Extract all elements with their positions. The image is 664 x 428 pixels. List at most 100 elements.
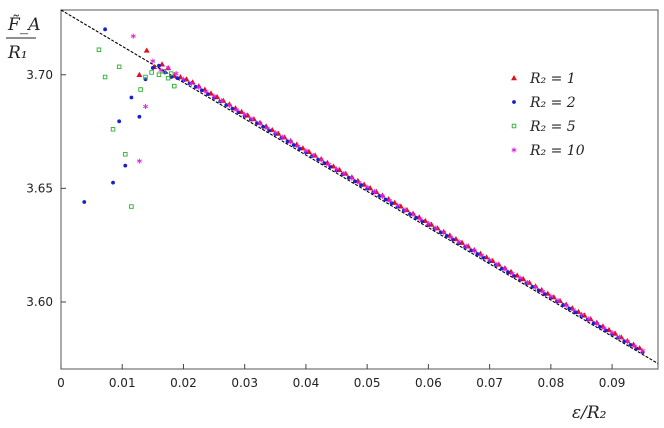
data-point	[450, 237, 455, 242]
data-point	[129, 95, 134, 100]
data-point	[136, 158, 142, 164]
data-point	[387, 198, 393, 204]
data-point	[280, 134, 286, 140]
legend-marker	[511, 123, 517, 129]
data-point	[96, 47, 102, 53]
data-point	[272, 130, 278, 136]
data-point	[150, 66, 155, 70]
data-point	[188, 80, 194, 86]
data-point	[129, 204, 134, 209]
data-point	[563, 302, 569, 308]
data-point	[597, 324, 602, 329]
data-point	[163, 70, 167, 75]
data-point	[143, 103, 148, 110]
x-tick-label: 0.04	[293, 376, 320, 390]
legend-item: R₂ = 5	[511, 119, 576, 135]
legend-label: R₂ = 2	[529, 95, 576, 111]
data-point	[402, 207, 408, 213]
data-point	[143, 47, 150, 53]
data-point	[150, 58, 156, 64]
data-point	[261, 124, 265, 129]
x-tick-label: 0.03	[231, 376, 258, 390]
data-point	[297, 146, 302, 151]
data-point	[116, 64, 122, 70]
data-point	[341, 170, 347, 177]
y-axis-label-numerator: F̃_A	[7, 15, 41, 35]
legend-item: R₂ = 2	[512, 95, 576, 111]
data-point	[165, 65, 171, 71]
data-point	[506, 270, 510, 275]
fit-line	[60, 9, 659, 365]
legend-label: R₂ = 5	[529, 119, 576, 135]
legend-marker	[511, 147, 517, 153]
data-point	[211, 93, 217, 99]
data-point	[640, 348, 646, 354]
data-point	[542, 292, 547, 296]
data-point	[149, 70, 154, 75]
data-point	[441, 230, 447, 236]
data-point	[533, 284, 539, 290]
data-point	[322, 161, 327, 166]
data-point	[137, 114, 142, 119]
data-point	[425, 220, 431, 227]
data-point	[628, 343, 633, 347]
data-point	[502, 266, 508, 272]
data-point	[433, 225, 439, 231]
data-point	[509, 270, 515, 277]
data-point	[326, 161, 332, 168]
data-point	[143, 74, 148, 80]
data-point	[487, 257, 493, 263]
data-point	[218, 98, 224, 104]
data-point	[123, 152, 128, 157]
data-point	[571, 307, 576, 313]
data-point	[168, 71, 174, 76]
data-point	[417, 216, 423, 222]
data-point	[471, 248, 477, 254]
data-point	[616, 334, 622, 340]
data-point	[82, 200, 87, 204]
data-point	[359, 183, 363, 187]
data-point	[295, 143, 301, 149]
data-point	[555, 298, 561, 304]
data-point	[349, 175, 355, 181]
series-4	[130, 33, 646, 354]
data-point	[156, 72, 162, 78]
data-point	[463, 243, 469, 249]
data-point	[414, 215, 419, 220]
data-point	[130, 33, 136, 39]
legend-item: R₂ = 1	[511, 71, 576, 87]
data-point	[175, 76, 180, 81]
data-point	[267, 128, 272, 133]
data-point	[481, 255, 486, 260]
data-point	[624, 339, 630, 345]
data-point	[288, 139, 294, 145]
legend-marker	[511, 75, 517, 81]
series-3	[96, 47, 177, 209]
y-axis-label: F̃_A R₁	[6, 15, 41, 63]
data-point	[601, 325, 607, 331]
data-point	[586, 316, 592, 322]
data-point	[379, 193, 385, 199]
data-point	[264, 125, 270, 131]
data-point	[494, 261, 500, 268]
data-point	[206, 92, 210, 96]
y-tick-label: 3.60	[26, 295, 53, 309]
data-point	[594, 320, 600, 327]
data-point	[110, 127, 116, 132]
data-point	[102, 74, 108, 80]
data-point	[136, 71, 143, 77]
x-tick-label: 0.02	[170, 376, 197, 390]
data-point	[604, 328, 608, 333]
y-tick-label: 3.65	[26, 181, 53, 195]
data-point	[372, 189, 377, 195]
data-point	[389, 201, 394, 206]
data-point	[536, 288, 541, 293]
data-point	[334, 166, 340, 172]
data-point	[226, 102, 232, 109]
data-point	[165, 75, 171, 81]
data-point	[172, 83, 177, 89]
data-point	[143, 77, 148, 82]
data-point	[230, 106, 235, 111]
data-point	[517, 275, 523, 281]
data-point	[111, 180, 115, 185]
